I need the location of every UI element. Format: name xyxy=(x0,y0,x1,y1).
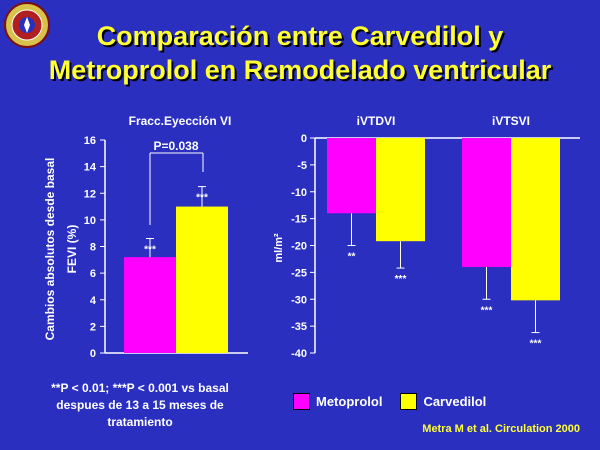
fevi-significance-label: *** xyxy=(144,245,156,256)
volume-category-labels: iVTDVI iVTSVI xyxy=(357,114,530,128)
legend-label-metoprolol: Metoprolol xyxy=(316,394,383,409)
volume-ylabel: ml/m² xyxy=(273,233,285,263)
fevi-tick-label: 6 xyxy=(90,268,96,280)
fevi-tick-label: 8 xyxy=(90,242,96,254)
fevi-significance-label: *** xyxy=(196,193,208,204)
legend-label-carvedilol: Carvedilol xyxy=(423,394,487,409)
footnote-line3: tratamiento xyxy=(107,415,173,429)
footnote-line2: despues de 13 a 15 meses de xyxy=(56,398,224,412)
slide-title-line1: Comparación entre Carvedilol y xyxy=(96,21,504,51)
volume-tick-label: 0 xyxy=(301,133,307,145)
volume-tick-label: -10 xyxy=(291,187,307,199)
volume-bars: *********** xyxy=(327,138,560,350)
volume-tick-label: -20 xyxy=(291,241,307,253)
volume-category-label: iVTDVI xyxy=(357,114,396,128)
legend: Metoprolol Carvedilol xyxy=(293,393,504,410)
citation: Metra M et al. Circulation 2000 xyxy=(422,423,580,435)
fevi-ylabel: FEVI (%) xyxy=(65,225,79,274)
volume-tick-label: -5 xyxy=(297,160,307,172)
volume-tick-label: -40 xyxy=(291,348,307,360)
fevi-tick-label: 10 xyxy=(84,215,96,227)
fevi-tick-label: 0 xyxy=(90,348,96,360)
volume-significance-label: *** xyxy=(530,339,542,350)
slide-title-line2: Metroprolol en Remodelado ventricular xyxy=(48,55,552,85)
fevi-bar-carvedilol xyxy=(176,206,228,353)
fevi-tick-label: 4 xyxy=(90,295,97,307)
university-seal-icon xyxy=(4,2,50,48)
fevi-tick-label: 14 xyxy=(84,162,97,174)
volume-bar-ivtsvi-metoprolol xyxy=(462,138,511,267)
footnote: **P < 0.01; ***P < 0.001 vs basal despue… xyxy=(20,380,260,431)
legend-swatch-carvedilol xyxy=(400,393,418,410)
volume-significance-label: ** xyxy=(348,252,356,263)
legend-swatch-metoprolol xyxy=(293,393,310,410)
fevi-comparison-bracket: P=0.038 xyxy=(149,139,204,225)
volume-tick-label: -15 xyxy=(291,214,307,226)
volume-bar-ivtdvi-carvedilol xyxy=(376,138,425,242)
footnote-line1: **P < 0.01; ***P < 0.001 vs basal xyxy=(51,381,229,395)
volume-bar-ivtdvi-metoprolol xyxy=(327,138,376,214)
volume-significance-label: *** xyxy=(395,274,407,285)
fevi-tick-label: 2 xyxy=(90,321,96,333)
volume-bar-ivtsvi-carvedilol xyxy=(511,138,560,301)
fevi-bar-metoprolol xyxy=(124,257,176,353)
fevi-p-value: P=0.038 xyxy=(153,139,198,153)
fevi-tick-label: 16 xyxy=(84,135,96,147)
volume-tick-label: -25 xyxy=(291,267,307,279)
fevi-tick-label: 12 xyxy=(84,188,96,200)
volume-tick-label: -30 xyxy=(291,294,307,306)
fevi-chart-title: Fracc.Eyección VI xyxy=(129,114,232,128)
volume-category-label: iVTSVI xyxy=(492,114,530,128)
fevi-outer-ylabel: Cambios absolutos desde basal xyxy=(43,158,57,341)
volume-tick-label: -35 xyxy=(291,321,307,333)
fevi-bars: *** *** xyxy=(124,186,228,353)
volume-significance-label: *** xyxy=(481,305,493,316)
